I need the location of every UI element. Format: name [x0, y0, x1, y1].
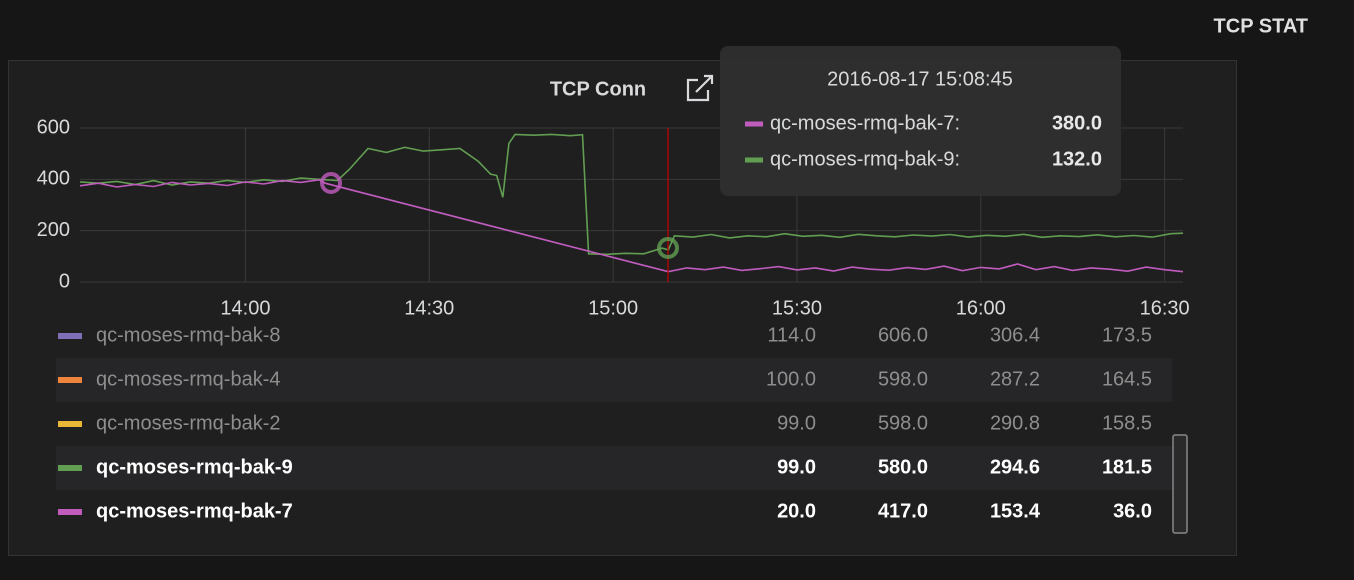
legend: qc-moses-rmq-bak-8 114.0 606.0 306.4 173.5 qc…	[56, 324, 1172, 522]
tooltip-label: qc-moses-rmq-bak-9:	[770, 148, 960, 170]
legend-stat: 36.0	[1113, 500, 1152, 522]
x-tick-label: 15:30	[772, 297, 822, 319]
x-tick-label: 16:30	[1140, 297, 1190, 319]
legend-name[interactable]: qc-moses-rmq-bak-8	[96, 324, 280, 346]
legend-stat: 100.0	[766, 368, 816, 390]
tooltip-box	[720, 46, 1121, 196]
legend-stat: 99.0	[777, 412, 816, 434]
legend-stat: 306.4	[990, 324, 1040, 346]
row-title: TCP STAT	[1214, 15, 1308, 37]
legend-row-bg	[56, 358, 1172, 402]
legend-stat: 20.0	[777, 500, 816, 522]
legend-stat: 99.0	[777, 456, 816, 478]
legend-stat: 287.2	[990, 368, 1040, 390]
x-tick-label: 15:00	[588, 297, 638, 319]
panel-title[interactable]: TCP Conn	[550, 78, 646, 100]
hover-marker	[320, 172, 342, 194]
tooltip-label: qc-moses-rmq-bak-7:	[770, 112, 960, 134]
legend-swatch	[58, 333, 82, 339]
legend-name[interactable]: qc-moses-rmq-bak-4	[96, 368, 280, 390]
y-tick-label: 200	[37, 219, 70, 241]
legend-stat: 158.5	[1102, 412, 1152, 434]
legend-stat: 290.8	[990, 412, 1040, 434]
legend-name[interactable]: qc-moses-rmq-bak-9	[96, 456, 293, 478]
legend-stat: 153.4	[990, 500, 1041, 522]
legend-stat: 114.0	[767, 324, 816, 346]
legend-stat: 580.0	[878, 456, 928, 478]
tooltip-swatch	[745, 157, 763, 163]
legend-stat: 164.5	[1102, 368, 1152, 390]
legend-swatch	[58, 465, 82, 471]
tooltip-value: 132.0	[1052, 148, 1102, 170]
legend-stat: 598.0	[878, 412, 928, 434]
legend-swatch	[58, 377, 82, 383]
legend-name[interactable]: qc-moses-rmq-bak-7	[96, 500, 293, 522]
y-tick-label: 0	[59, 270, 70, 292]
hover-marker	[657, 237, 679, 259]
legend-name[interactable]: qc-moses-rmq-bak-2	[96, 412, 280, 434]
series-line	[79, 178, 1184, 273]
y-tick-label: 400	[37, 168, 70, 190]
tooltip-value: 380.0	[1052, 112, 1102, 134]
legend-stat: 173.5	[1102, 324, 1152, 346]
tooltip: 2016-08-17 15:08:45 qc-moses-rmq-bak-7: 3…	[720, 46, 1121, 196]
legend-stat: 417.0	[878, 500, 928, 522]
y-tick-label: 600	[37, 116, 70, 138]
tooltip-swatch	[745, 121, 763, 127]
legend-row-bg	[56, 446, 1172, 490]
legend-swatch	[58, 509, 82, 515]
tooltip-time: 2016-08-17 15:08:45	[827, 68, 1013, 90]
scrollbar[interactable]	[1172, 434, 1188, 534]
legend-stat: 606.0	[878, 324, 928, 346]
x-tick-label: 14:30	[404, 297, 454, 319]
x-tick-label: 16:00	[956, 297, 1006, 319]
x-tick-label: 14:00	[220, 297, 270, 319]
legend-stat: 294.6	[990, 456, 1040, 478]
plot: 0 200 400 600 14:00 14:30 15:00 15:30 16:00 16:30	[37, 116, 1190, 319]
legend-swatch	[58, 421, 82, 427]
external-link-icon[interactable]	[686, 74, 714, 102]
legend-stat: 598.0	[878, 368, 928, 390]
legend-stat: 181.5	[1102, 456, 1152, 478]
